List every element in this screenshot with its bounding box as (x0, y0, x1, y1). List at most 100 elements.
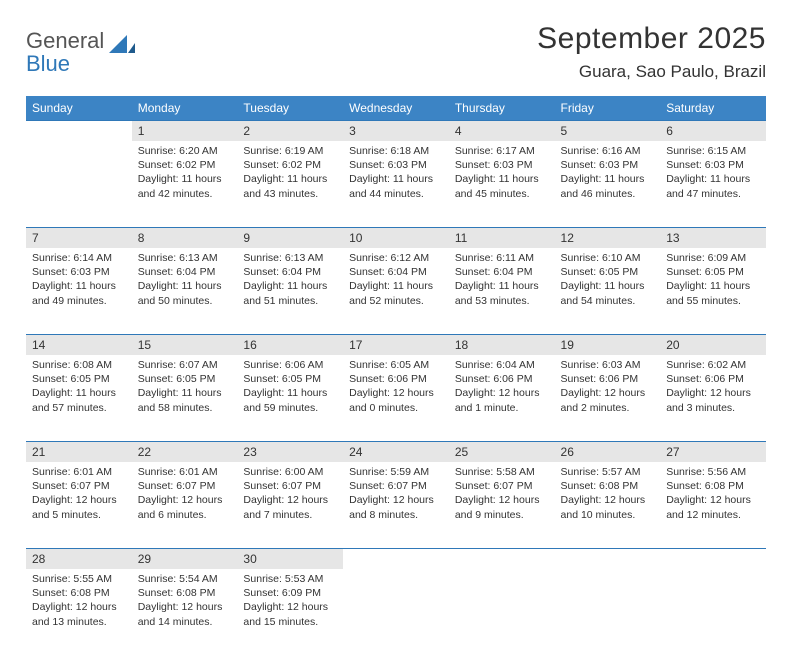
day-details: Sunrise: 6:15 AMSunset: 6:03 PMDaylight:… (660, 141, 766, 207)
day-details: Sunrise: 6:13 AMSunset: 6:04 PMDaylight:… (132, 248, 238, 314)
day-number: 26 (555, 441, 661, 462)
day-number-cell (343, 548, 449, 569)
sunrise-text: Sunrise: 6:07 AM (138, 358, 232, 372)
day-details: Sunrise: 6:01 AMSunset: 6:07 PMDaylight:… (26, 462, 132, 528)
day-cell: Sunrise: 5:59 AMSunset: 6:07 PMDaylight:… (343, 462, 449, 548)
day-cell: Sunrise: 6:16 AMSunset: 6:03 PMDaylight:… (555, 141, 661, 227)
day-cell: Sunrise: 6:08 AMSunset: 6:05 PMDaylight:… (26, 355, 132, 441)
day-number: 11 (449, 227, 555, 248)
day-details: Sunrise: 6:13 AMSunset: 6:04 PMDaylight:… (237, 248, 343, 314)
day-number: 6 (660, 120, 766, 141)
sunrise-text: Sunrise: 6:00 AM (243, 465, 337, 479)
sunset-text: Sunset: 6:08 PM (138, 586, 232, 600)
daylight-text: Daylight: 11 hours and 46 minutes. (561, 172, 655, 200)
sunrise-text: Sunrise: 5:54 AM (138, 572, 232, 586)
day-cell: Sunrise: 5:58 AMSunset: 6:07 PMDaylight:… (449, 462, 555, 548)
day-details: Sunrise: 6:09 AMSunset: 6:05 PMDaylight:… (660, 248, 766, 314)
week-body-row: Sunrise: 6:14 AMSunset: 6:03 PMDaylight:… (26, 248, 766, 334)
sunrise-text: Sunrise: 6:19 AM (243, 144, 337, 158)
day-number-cell (555, 548, 661, 569)
day-cell: Sunrise: 6:01 AMSunset: 6:07 PMDaylight:… (26, 462, 132, 548)
day-details: Sunrise: 5:57 AMSunset: 6:08 PMDaylight:… (555, 462, 661, 528)
daylight-text: Daylight: 11 hours and 47 minutes. (666, 172, 760, 200)
daylight-text: Daylight: 11 hours and 57 minutes. (32, 386, 126, 414)
day-number: 21 (26, 441, 132, 462)
day-cell: Sunrise: 6:09 AMSunset: 6:05 PMDaylight:… (660, 248, 766, 334)
day-details: Sunrise: 6:19 AMSunset: 6:02 PMDaylight:… (237, 141, 343, 207)
sunset-text: Sunset: 6:06 PM (666, 372, 760, 386)
daylight-text: Daylight: 12 hours and 15 minutes. (243, 600, 337, 628)
day-cell: Sunrise: 6:05 AMSunset: 6:06 PMDaylight:… (343, 355, 449, 441)
day-cell: Sunrise: 6:02 AMSunset: 6:06 PMDaylight:… (660, 355, 766, 441)
day-number-cell: 23 (237, 441, 343, 462)
daylight-text: Daylight: 12 hours and 9 minutes. (455, 493, 549, 521)
day-cell: Sunrise: 6:11 AMSunset: 6:04 PMDaylight:… (449, 248, 555, 334)
day-number (449, 548, 555, 568)
day-number-cell: 2 (237, 120, 343, 141)
sunset-text: Sunset: 6:08 PM (32, 586, 126, 600)
calendar-table: Sunday Monday Tuesday Wednesday Thursday… (26, 96, 766, 655)
day-details: Sunrise: 6:12 AMSunset: 6:04 PMDaylight:… (343, 248, 449, 314)
sunrise-text: Sunrise: 6:17 AM (455, 144, 549, 158)
day-details: Sunrise: 6:01 AMSunset: 6:07 PMDaylight:… (132, 462, 238, 528)
day-number: 22 (132, 441, 238, 462)
day-number: 25 (449, 441, 555, 462)
sunset-text: Sunset: 6:03 PM (666, 158, 760, 172)
day-number: 3 (343, 120, 449, 141)
sunrise-text: Sunrise: 5:56 AM (666, 465, 760, 479)
day-number-cell: 27 (660, 441, 766, 462)
day-number: 2 (237, 120, 343, 141)
day-cell: Sunrise: 6:00 AMSunset: 6:07 PMDaylight:… (237, 462, 343, 548)
day-number-cell: 12 (555, 227, 661, 248)
day-cell: Sunrise: 6:07 AMSunset: 6:05 PMDaylight:… (132, 355, 238, 441)
col-sunday: Sunday (26, 96, 132, 120)
daylight-text: Daylight: 11 hours and 44 minutes. (349, 172, 443, 200)
logo-word-blue: Blue (26, 51, 70, 76)
sunset-text: Sunset: 6:02 PM (243, 158, 337, 172)
sunset-text: Sunset: 6:05 PM (32, 372, 126, 386)
day-number: 27 (660, 441, 766, 462)
day-number-cell: 30 (237, 548, 343, 569)
day-details: Sunrise: 5:54 AMSunset: 6:08 PMDaylight:… (132, 569, 238, 635)
day-number: 18 (449, 334, 555, 355)
day-details: Sunrise: 5:56 AMSunset: 6:08 PMDaylight:… (660, 462, 766, 528)
sunset-text: Sunset: 6:08 PM (561, 479, 655, 493)
day-cell (555, 569, 661, 655)
day-number: 28 (26, 548, 132, 569)
day-cell (449, 569, 555, 655)
day-number: 29 (132, 548, 238, 569)
week-body-row: Sunrise: 5:55 AMSunset: 6:08 PMDaylight:… (26, 569, 766, 655)
day-cell: Sunrise: 6:19 AMSunset: 6:02 PMDaylight:… (237, 141, 343, 227)
calendar-page: General Blue September 2025 Guara, Sao P… (0, 0, 792, 655)
day-number-cell: 22 (132, 441, 238, 462)
daylight-text: Daylight: 12 hours and 8 minutes. (349, 493, 443, 521)
month-title: September 2025 (537, 22, 766, 56)
logo-word-general: General (26, 28, 104, 53)
day-number-cell: 17 (343, 334, 449, 355)
sunset-text: Sunset: 6:08 PM (666, 479, 760, 493)
day-cell: Sunrise: 5:54 AMSunset: 6:08 PMDaylight:… (132, 569, 238, 655)
daylight-text: Daylight: 12 hours and 3 minutes. (666, 386, 760, 414)
sunset-text: Sunset: 6:07 PM (138, 479, 232, 493)
day-cell: Sunrise: 6:20 AMSunset: 6:02 PMDaylight:… (132, 141, 238, 227)
day-number-cell: 25 (449, 441, 555, 462)
daylight-text: Daylight: 12 hours and 10 minutes. (561, 493, 655, 521)
daylight-text: Daylight: 11 hours and 45 minutes. (455, 172, 549, 200)
sunrise-text: Sunrise: 6:02 AM (666, 358, 760, 372)
day-header-row: Sunday Monday Tuesday Wednesday Thursday… (26, 96, 766, 120)
day-number-cell: 14 (26, 334, 132, 355)
day-number-cell: 3 (343, 120, 449, 141)
day-details: Sunrise: 5:53 AMSunset: 6:09 PMDaylight:… (237, 569, 343, 635)
week-body-row: Sunrise: 6:20 AMSunset: 6:02 PMDaylight:… (26, 141, 766, 227)
sunrise-text: Sunrise: 6:09 AM (666, 251, 760, 265)
day-details: Sunrise: 6:06 AMSunset: 6:05 PMDaylight:… (237, 355, 343, 421)
col-thursday: Thursday (449, 96, 555, 120)
day-number: 5 (555, 120, 661, 141)
daylight-text: Daylight: 11 hours and 58 minutes. (138, 386, 232, 414)
day-number-cell (26, 120, 132, 141)
sunrise-text: Sunrise: 6:03 AM (561, 358, 655, 372)
daylight-text: Daylight: 12 hours and 5 minutes. (32, 493, 126, 521)
sunset-text: Sunset: 6:03 PM (455, 158, 549, 172)
sunrise-text: Sunrise: 6:12 AM (349, 251, 443, 265)
day-cell: Sunrise: 6:17 AMSunset: 6:03 PMDaylight:… (449, 141, 555, 227)
